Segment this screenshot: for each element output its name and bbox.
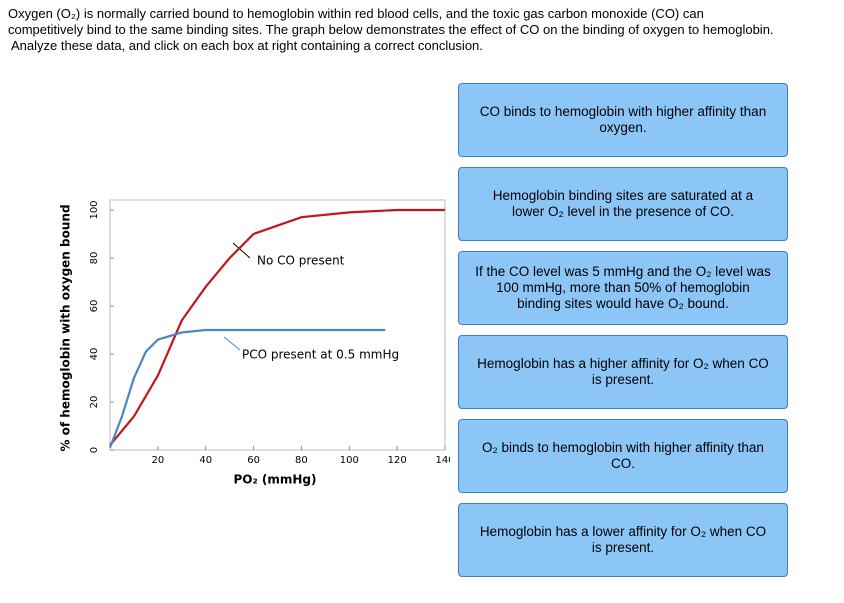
y-tick-label: 60 bbox=[89, 300, 100, 313]
annotation: PCO present at 0.5 mmHg bbox=[242, 348, 399, 362]
prompt: Oxygen (O₂) is normally carried bound to… bbox=[8, 6, 774, 54]
prompt-line: Analyze these data, and click on each bo… bbox=[11, 38, 483, 53]
option-box[interactable]: CO binds to hemoglobin with higher affin… bbox=[458, 83, 788, 157]
annotation-leader bbox=[232, 242, 251, 259]
x-tick-label: 80 bbox=[295, 455, 308, 466]
x-tick-label: 20 bbox=[151, 455, 164, 466]
prompt-line: competitively bind to the same binding s… bbox=[8, 22, 774, 37]
y-tick-label: 40 bbox=[89, 348, 100, 361]
y-tick-label: 20 bbox=[89, 396, 100, 409]
option-box[interactable]: O₂ binds to hemoglobin with higher affin… bbox=[458, 419, 788, 493]
chart: PO₂ (mmHg) % of hemoglobin with oxygen b… bbox=[59, 199, 450, 487]
y-tick-label: 100 bbox=[89, 200, 100, 219]
x-tick-label: 40 bbox=[199, 455, 212, 466]
plot-frame bbox=[109, 199, 446, 451]
x-tick-label: 120 bbox=[388, 455, 407, 466]
y-tick-label: 0 bbox=[89, 447, 100, 453]
option-box[interactable]: Hemoglobin has a higher affinity for O₂ … bbox=[458, 335, 788, 409]
option-box[interactable]: Hemoglobin binding sites are saturated a… bbox=[458, 167, 788, 241]
x-tick-label: 140 bbox=[435, 455, 450, 466]
y-axis-title: % of hemoglobin with oxygen bound bbox=[59, 204, 73, 451]
x-tick-label: 60 bbox=[247, 455, 260, 466]
y-tick-label: 80 bbox=[89, 252, 100, 265]
x-axis-title: PO₂ (mmHg) bbox=[233, 473, 316, 487]
option-box[interactable]: If the CO level was 5 mmHg and the O₂ le… bbox=[458, 251, 788, 325]
option-box[interactable]: Hemoglobin has a lower affinity for O₂ w… bbox=[458, 503, 788, 577]
annotation: No CO present bbox=[257, 254, 345, 268]
line-series bbox=[108, 328, 386, 448]
annotation-leader bbox=[223, 336, 241, 351]
x-tick-label: 100 bbox=[340, 455, 359, 466]
prompt-line: Oxygen (O₂) is normally carried bound to… bbox=[8, 6, 704, 21]
line-series bbox=[109, 208, 445, 446]
